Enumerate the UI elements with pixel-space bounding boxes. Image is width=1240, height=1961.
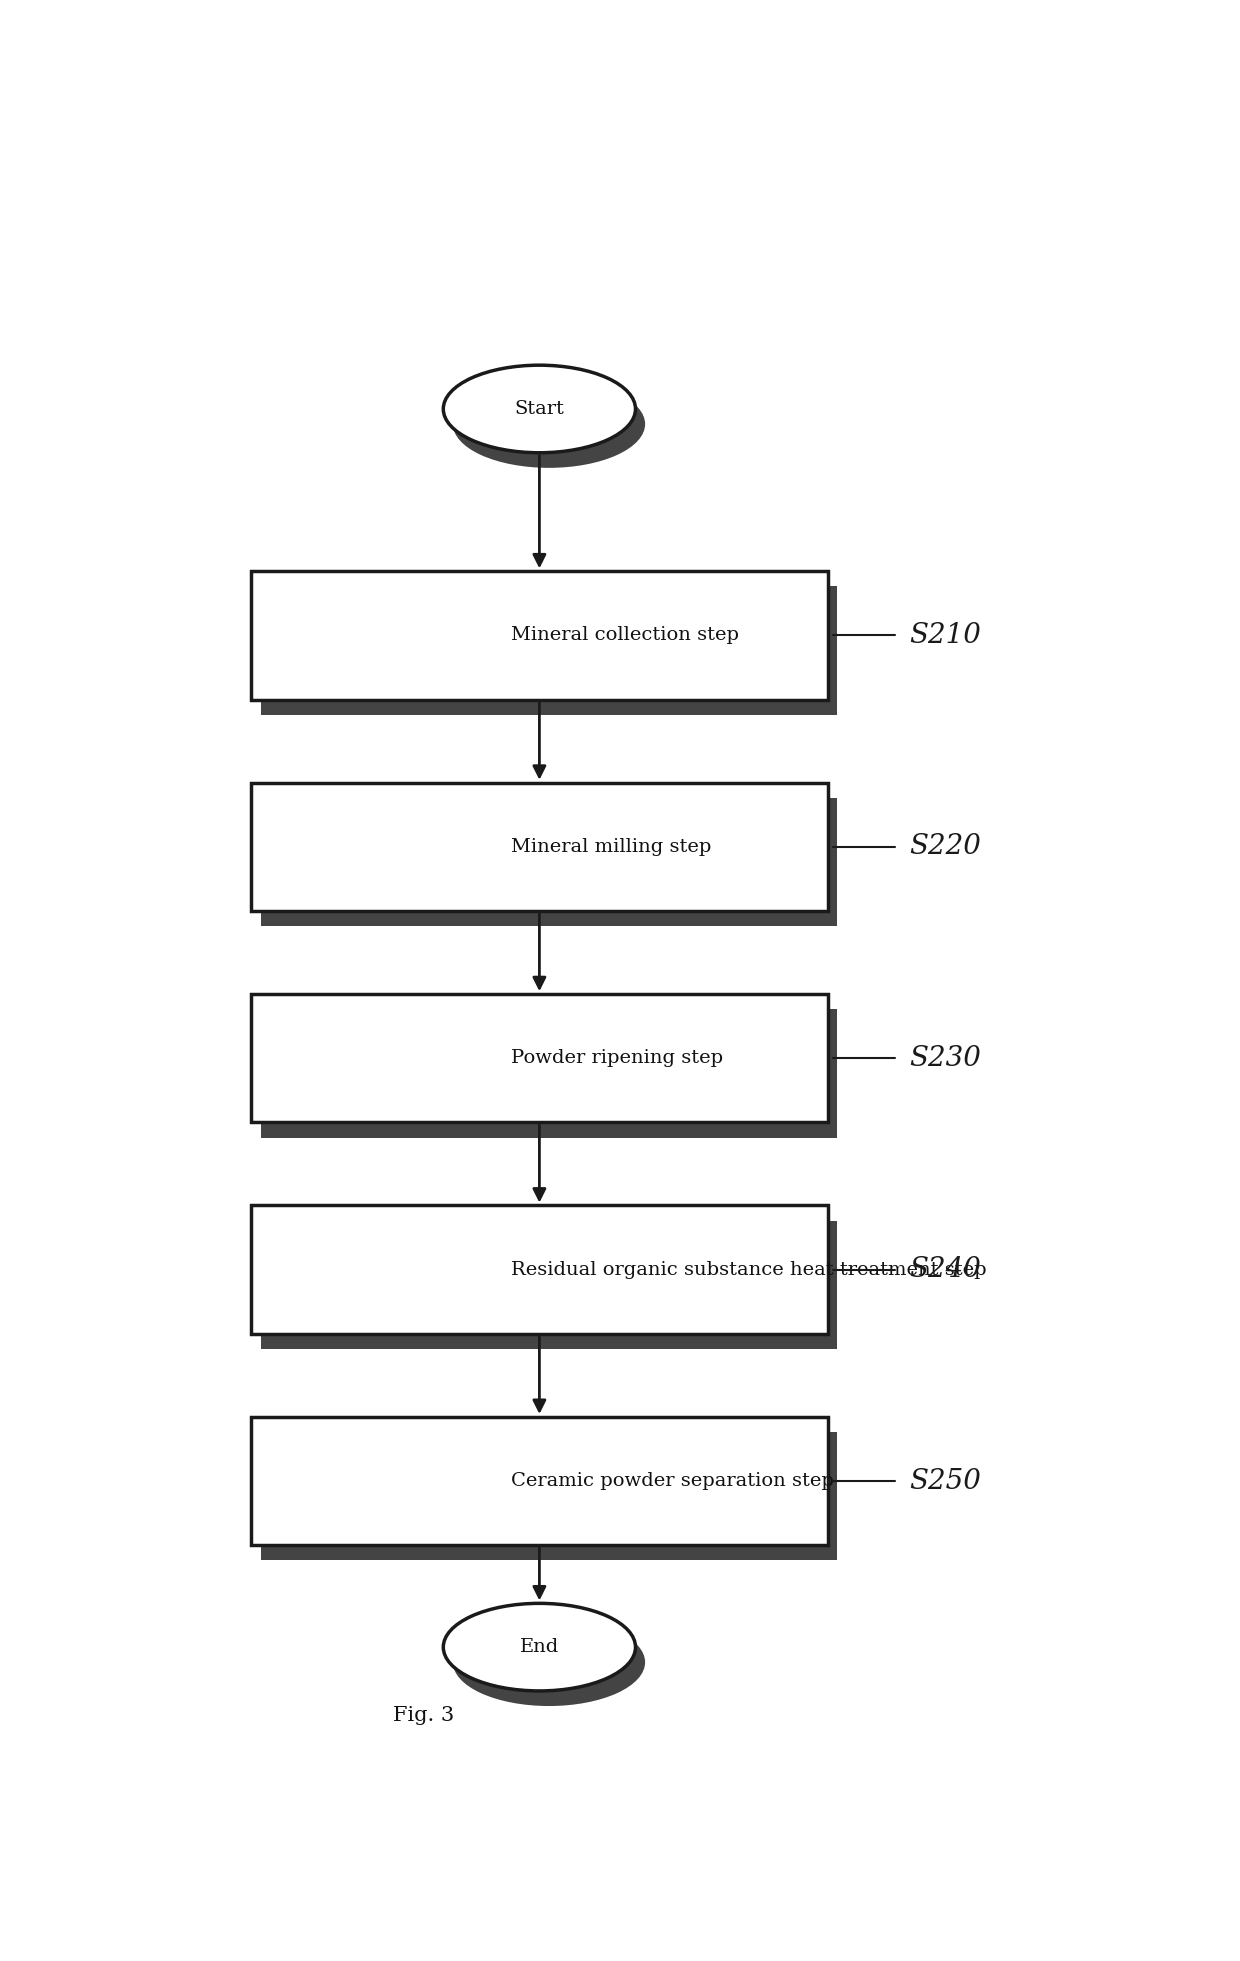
FancyBboxPatch shape [250,782,828,912]
Text: Start: Start [515,400,564,418]
Text: S230: S230 [909,1045,981,1073]
FancyBboxPatch shape [260,798,837,926]
Text: Ceramic powder separation step: Ceramic powder separation step [511,1473,833,1490]
FancyBboxPatch shape [250,1418,828,1545]
FancyBboxPatch shape [260,1010,837,1137]
Text: S220: S220 [909,833,981,861]
Text: Powder ripening step: Powder ripening step [511,1049,723,1067]
FancyBboxPatch shape [250,571,828,700]
FancyBboxPatch shape [250,1206,828,1333]
Text: S250: S250 [909,1467,981,1494]
Text: Mineral milling step: Mineral milling step [511,837,711,855]
FancyBboxPatch shape [250,994,828,1122]
Text: Fig. 3: Fig. 3 [393,1706,455,1724]
Ellipse shape [444,1604,636,1690]
Text: End: End [520,1637,559,1657]
Text: S210: S210 [909,622,981,649]
Ellipse shape [453,380,645,469]
Ellipse shape [444,365,636,453]
Ellipse shape [453,1618,645,1706]
Text: S240: S240 [909,1257,981,1282]
Text: Residual organic substance heat treatment step: Residual organic substance heat treatmen… [511,1261,986,1279]
FancyBboxPatch shape [260,586,837,714]
Text: Mineral collection step: Mineral collection step [511,626,739,645]
FancyBboxPatch shape [260,1432,837,1561]
FancyBboxPatch shape [260,1220,837,1349]
